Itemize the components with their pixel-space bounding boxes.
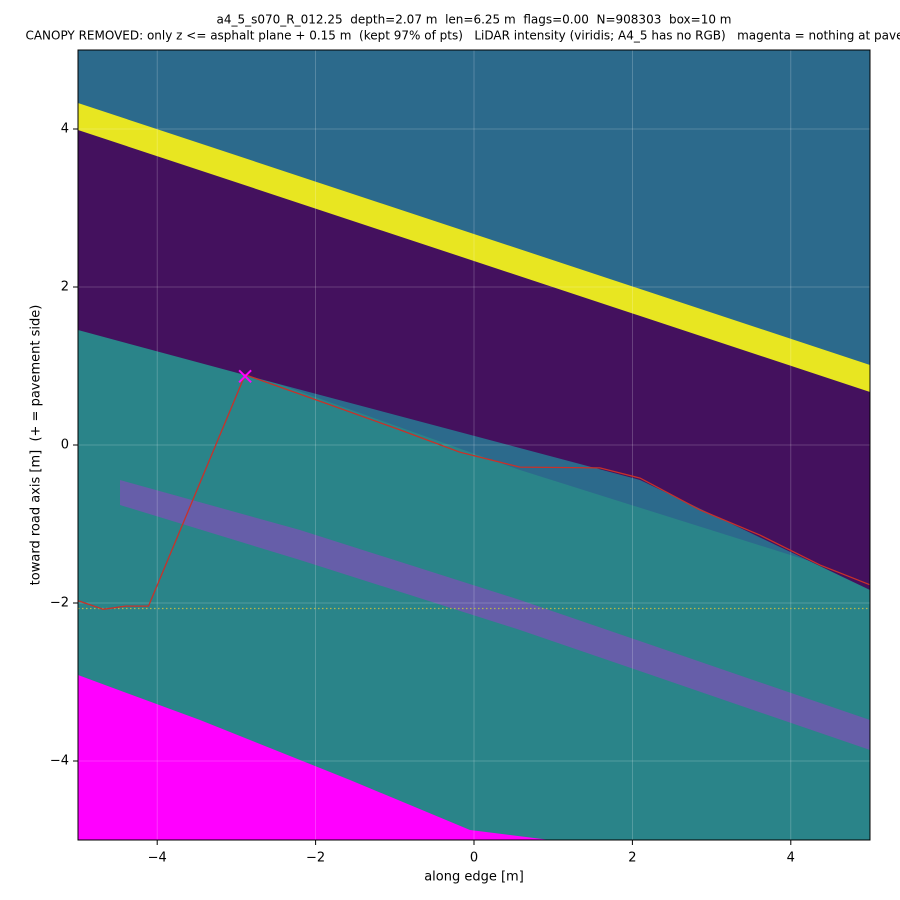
x-tick-label: −2: [306, 851, 325, 866]
chart-subtitle: CANOPY REMOVED: only z <= asphalt plane …: [25, 29, 900, 43]
magenta-region: [78, 675, 550, 840]
x-tick-label: 4: [787, 851, 795, 866]
x-marker: [238, 369, 252, 383]
y-tick-label: 0: [61, 438, 69, 453]
x-tick-label: −4: [148, 851, 167, 866]
plot-layer: [78, 50, 870, 840]
x-tick-label: 2: [628, 851, 636, 866]
magenta-streak: [120, 480, 870, 750]
dark-band: [78, 120, 870, 590]
edge-line: [78, 373, 870, 610]
y-axis-label: toward road axis [m] (+ = pavement side): [29, 305, 44, 586]
x-axis-label: along edge [m]: [424, 870, 524, 885]
lower-region: [78, 320, 870, 840]
x-tick-label: 0: [470, 851, 478, 866]
intensity-image: [78, 50, 870, 840]
y-tick-label: 4: [61, 122, 69, 137]
yellow-stripe: [78, 103, 870, 392]
chart-title: a4_5_s070_R_012.25 depth=2.07 m len=6.25…: [217, 13, 732, 27]
y-tick-label: 2: [61, 280, 69, 295]
y-tick-label: −2: [50, 596, 69, 611]
y-tick-label: −4: [50, 754, 69, 769]
